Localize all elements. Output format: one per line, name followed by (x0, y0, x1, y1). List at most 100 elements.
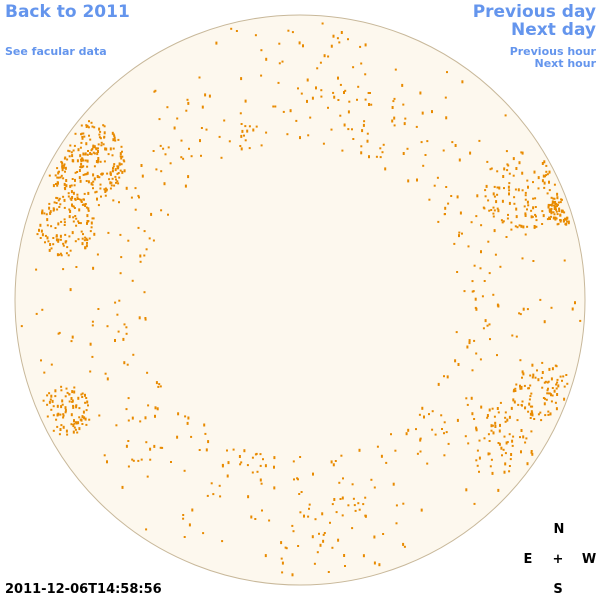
facula (90, 149, 93, 152)
facula (486, 414, 489, 417)
facula (99, 183, 102, 186)
facula (498, 442, 501, 446)
facula (492, 192, 495, 196)
facula (496, 186, 499, 189)
facula (74, 428, 77, 431)
facula (144, 416, 147, 420)
facula (49, 398, 52, 401)
facula (292, 530, 295, 533)
facula (320, 95, 323, 98)
facula (97, 159, 100, 163)
previous-day-link[interactable]: Previous day (472, 2, 596, 22)
facula (273, 456, 276, 460)
facula (509, 458, 512, 461)
facula (549, 218, 551, 220)
facula (471, 369, 474, 372)
next-day-link[interactable]: Next day (511, 20, 596, 40)
facula (56, 184, 59, 187)
facula (433, 184, 436, 187)
facula (66, 391, 69, 394)
facula (428, 413, 430, 416)
facula (105, 189, 108, 192)
facula (514, 387, 517, 390)
facula (114, 301, 117, 304)
facula (85, 142, 88, 146)
facula (335, 511, 338, 514)
facula (513, 400, 516, 404)
facula (521, 370, 524, 374)
back-link[interactable]: Back to 2011 (5, 2, 130, 22)
facula (221, 464, 224, 468)
facula (76, 198, 79, 200)
facula (73, 390, 76, 394)
facula (515, 215, 518, 219)
facula (508, 415, 511, 419)
facula (114, 339, 116, 342)
next-hour-link[interactable]: Next hour (534, 57, 597, 70)
facula (72, 191, 75, 195)
facula (454, 359, 457, 363)
facula (522, 225, 525, 229)
facula (64, 233, 67, 236)
facula (543, 160, 546, 164)
facula (40, 229, 43, 233)
facula (508, 470, 511, 473)
facula (552, 211, 555, 214)
facula (240, 461, 243, 464)
facula (513, 196, 516, 199)
facula (532, 181, 534, 184)
facula (531, 405, 534, 408)
facula (385, 461, 388, 464)
facula (160, 209, 163, 212)
facula (90, 226, 93, 229)
facula (541, 162, 544, 165)
facula (502, 220, 505, 223)
facula (494, 421, 497, 425)
facula (122, 159, 125, 162)
facula (72, 205, 75, 208)
facula (190, 435, 193, 438)
facular-link[interactable]: See facular data (5, 45, 107, 58)
facula (78, 208, 81, 212)
facula (454, 144, 457, 147)
facula (85, 423, 88, 426)
facula (358, 448, 361, 452)
facula (469, 151, 472, 155)
facula (456, 418, 459, 422)
facula (56, 208, 59, 211)
previous-hour-link[interactable]: Previous hour (509, 45, 596, 58)
facula (119, 272, 122, 275)
facula (48, 392, 51, 395)
facula (199, 139, 201, 143)
facula (130, 196, 133, 199)
facula (190, 155, 193, 158)
facula (152, 150, 155, 152)
facula (329, 521, 331, 524)
facula (71, 400, 74, 403)
facula (240, 134, 243, 138)
facula (56, 176, 59, 179)
facula (62, 244, 65, 247)
facula (187, 175, 190, 179)
facula (441, 428, 443, 430)
facula (404, 117, 407, 120)
facula (58, 433, 61, 436)
facula (134, 208, 137, 211)
facula (541, 371, 544, 374)
facula (437, 220, 440, 223)
facula (455, 331, 458, 334)
facula (473, 339, 476, 342)
facula (57, 238, 60, 241)
facula (207, 440, 210, 444)
facula (456, 271, 459, 273)
facula (235, 30, 238, 32)
facula (555, 210, 558, 213)
facula (351, 483, 354, 486)
facula (380, 454, 383, 458)
facula (402, 152, 405, 155)
facula (567, 221, 570, 225)
facula (140, 458, 143, 461)
facula (63, 224, 66, 226)
facula (88, 134, 90, 137)
facula (182, 514, 185, 516)
